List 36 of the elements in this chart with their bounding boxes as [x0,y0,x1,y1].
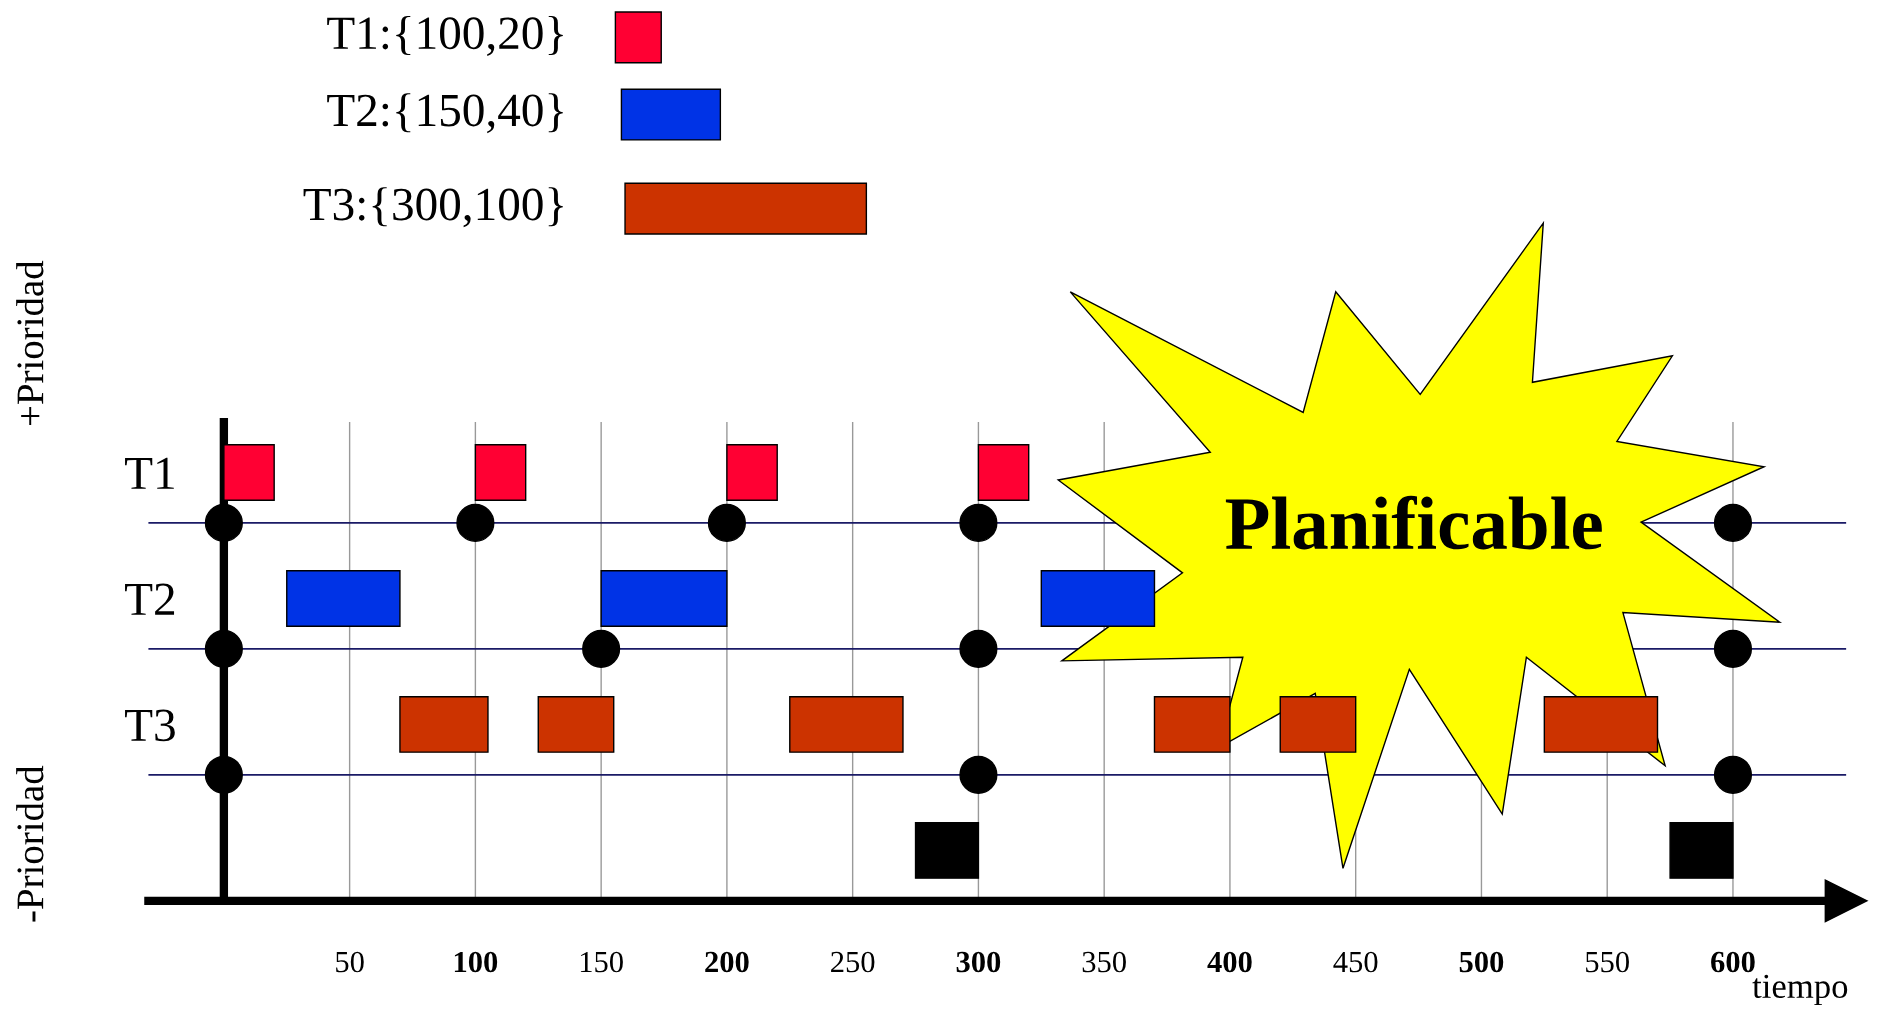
x-tick-label: 600 [1711,951,1755,973]
point [204,629,243,668]
point [959,503,998,542]
bar [1543,696,1659,753]
point [582,629,621,668]
y-tick-label: T2 [125,583,175,615]
point [204,755,243,794]
text: T3:{300,100} [303,187,563,228]
x-tick-label: 350 [1082,951,1126,973]
point [707,503,746,542]
x-tick-label: 300 [956,951,1001,973]
annotation: Planificable [1225,495,1602,550]
x-tick-label: 450 [1333,951,1378,973]
point [456,503,495,542]
point [1713,503,1753,542]
x-tick-label: 550 [1586,951,1629,973]
x-tick-label: 400 [1207,951,1252,973]
text: T1:{100,20} [327,15,563,56]
point [204,503,243,542]
point [959,755,998,794]
x-tick-label: 50 [336,951,364,973]
point [959,629,998,668]
text: +Prioridad [16,260,44,426]
x-tick-label: 150 [580,951,623,973]
x-tick-label: 100 [454,951,498,973]
text: T2:{150,40} [327,93,563,134]
x-tick-label: 200 [705,951,749,973]
x-tick-label: 250 [831,951,875,973]
point [1713,755,1753,794]
y-tick-label: T1 [125,457,174,489]
x-tick-label: 500 [1459,951,1504,973]
text: -Prioridad [16,765,44,922]
bar [1279,696,1357,753]
point [1713,629,1753,668]
y-tick-label: T3 [125,709,175,742]
x-axis-title: tiempo [1752,974,1848,1006]
